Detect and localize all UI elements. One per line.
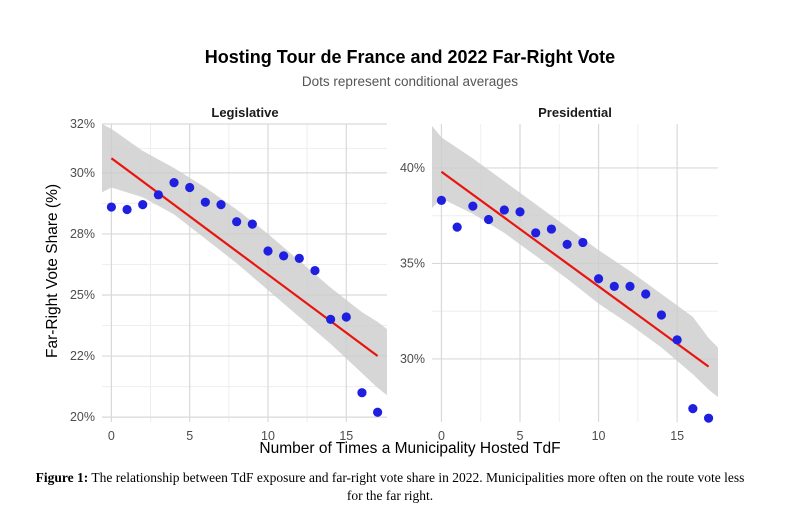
caption-text: The relationship between TdF exposure an… [91, 470, 745, 503]
data-point [499, 205, 509, 215]
data-point [641, 289, 651, 299]
y-tick-label: 30% [400, 352, 425, 366]
data-point [483, 214, 494, 225]
data-point [106, 202, 116, 212]
data-point [232, 217, 242, 227]
y-tick-label: 28% [70, 227, 95, 241]
y-tick-label: 20% [70, 410, 95, 424]
data-point [515, 207, 525, 217]
figure-caption: Figure 1: The relationship between TdF e… [30, 469, 750, 505]
data-point [185, 182, 195, 193]
data-point [169, 178, 179, 188]
data-point [546, 224, 557, 234]
chart-subtitle: Dots represent conditional averages [302, 74, 518, 89]
data-point [531, 228, 541, 238]
y-tick-label: 25% [70, 288, 95, 302]
data-point [578, 237, 588, 248]
x-tick-label: 0 [438, 429, 445, 443]
data-point [294, 253, 304, 263]
data-point [247, 219, 257, 229]
x-tick-label: 0 [108, 429, 115, 443]
data-point [357, 388, 367, 398]
data-point [153, 190, 163, 200]
chart-title: Hosting Tour de France and 2022 Far-Righ… [205, 47, 615, 67]
regression-line [110, 157, 379, 357]
y-tick-label: 22% [70, 349, 95, 363]
data-point [341, 312, 351, 322]
x-tick-label: 10 [592, 429, 606, 443]
confidence-band [102, 124, 387, 396]
x-tick-label: 10 [261, 429, 275, 443]
y-tick-label: 30% [70, 166, 95, 180]
y-axis-label: Far-Right Vote Share (%) [44, 184, 61, 358]
y-tick-label: 40% [400, 161, 425, 175]
data-point [216, 200, 226, 210]
x-tick-label: 15 [670, 429, 684, 443]
regression-line [440, 170, 710, 368]
data-point [625, 281, 635, 291]
panel-strip-legislative: Legislative [211, 105, 278, 120]
data-point [279, 251, 289, 261]
confidence-band [432, 125, 718, 398]
panel-legislative: 0 5 10 15 20% 22% 25% 28% 30% 32% [70, 117, 387, 443]
data-point [593, 274, 604, 284]
panel-presidential: 0 5 10 15 30% 35% 40% [400, 124, 718, 443]
x-axis-label: Number of Times a Municipality Hosted Td… [259, 440, 560, 457]
data-point [452, 222, 462, 232]
data-point [373, 407, 383, 417]
caption-label: Figure 1: [35, 470, 89, 485]
data-point [688, 404, 698, 414]
data-point [263, 246, 273, 256]
data-point [562, 239, 572, 249]
data-point [200, 197, 210, 207]
x-tick-label: 5 [186, 429, 193, 443]
data-point [609, 281, 619, 291]
data-point [468, 201, 478, 211]
y-tick-label: 35% [400, 256, 425, 270]
data-point [326, 314, 336, 325]
data-point [310, 265, 320, 276]
x-tick-label: 15 [339, 429, 353, 443]
panel-strip-presidential: Presidential [538, 105, 612, 120]
data-point [122, 204, 132, 215]
data-point [672, 335, 682, 345]
data-point [436, 195, 447, 206]
x-tick-label: 5 [517, 429, 524, 443]
y-tick-label: 32% [70, 117, 95, 131]
data-point [656, 310, 667, 320]
data-point [703, 413, 714, 423]
data-point [138, 200, 148, 210]
